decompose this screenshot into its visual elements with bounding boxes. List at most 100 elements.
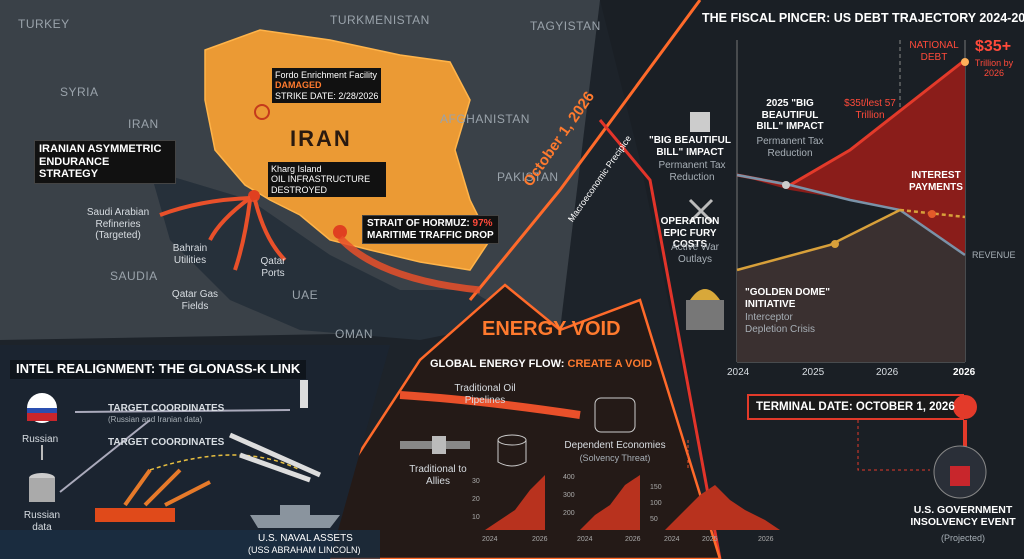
connector (59, 409, 291, 493)
point (961, 58, 969, 66)
dependent-label: Dependent Economies (564, 440, 666, 451)
signal-path (149, 454, 301, 471)
russian-data-label: Russian data (23, 510, 61, 533)
mini-tick: 2026 (758, 536, 774, 543)
mini-tick: 400 (563, 474, 575, 481)
mini-tick: 2024 (577, 536, 593, 543)
flag-stripe (27, 413, 57, 421)
bill-2025: 2025 "BIG BEAUTIFUL BILL" IMPACT (756, 98, 824, 132)
bill-2025-note: Permanent Tax Reduction (756, 136, 824, 159)
terminal-date: TERMINAL DATE: OCTOBER 1, 2026 (756, 401, 955, 413)
target-label: Qatar Ports (260, 256, 286, 279)
mini-tick: 2024 (482, 536, 498, 543)
strike-arrow (159, 196, 251, 217)
mini-tick: 50 (650, 516, 658, 523)
missile-icon (300, 380, 308, 408)
x-tick-label: 2026 (953, 367, 976, 378)
tank-icon (497, 440, 527, 467)
flag-stripe (27, 408, 57, 413)
country-label: TAGYISTAN (530, 19, 601, 33)
dome-icon (690, 289, 720, 300)
country-label: OMAN (335, 327, 373, 341)
interest-label: INTEREST PAYMENTS (909, 170, 963, 193)
fury-label: OPERATION EPIC FURY COSTS (660, 216, 720, 250)
divider (468, 0, 702, 301)
bill-note: Permanent Tax Reduction (658, 160, 726, 183)
oil-drum (432, 436, 446, 454)
interest-projection (899, 208, 966, 219)
mini-area (665, 485, 780, 530)
mini-tick: 10 (472, 514, 480, 521)
divider (598, 119, 722, 559)
mini-tick: 2026 (532, 536, 548, 543)
energy-title: ENERGY VOID (482, 318, 621, 340)
russian-label: Russian (22, 434, 59, 445)
mini-area (580, 475, 640, 530)
coords-label: TARGET COORDINATES (108, 403, 225, 414)
hormuz-subtitle: MARITIME TRAFFIC DROP (367, 229, 494, 241)
insolvency-event: U.S. GOVERNMENT INSOLVENCY EVENT (910, 504, 1016, 529)
target-label: Bahrain Utilities (172, 243, 208, 266)
kharg-marker (248, 190, 260, 202)
bill-label: "BIG BEAUTIFUL BILL" IMPACT (649, 135, 731, 158)
energy-mountain (288, 283, 722, 559)
revenue-label: REVENUE (972, 250, 1016, 260)
country-label: AFGHANISTAN (440, 112, 530, 126)
x-tick-label: 2026 (876, 367, 899, 378)
strike-arrow (233, 199, 252, 271)
coords-note: (Russian and Iranian data) (108, 415, 203, 424)
country-label: UAE (292, 288, 319, 302)
x-tick-label: 2024 (727, 367, 750, 378)
fury-note: Active War Outlays (671, 242, 719, 265)
country-label: IRAN (128, 117, 159, 131)
insolvency-note: (Projected) (940, 533, 985, 543)
iran-label: IRAN (290, 126, 352, 151)
mini-chart (485, 475, 780, 530)
flow-title: GLOBAL ENERGY FLOW: (430, 358, 565, 370)
interest-line (736, 208, 901, 272)
fordo-status: DAMAGED (275, 80, 322, 91)
dome-label: "GOLDEN DOME" INITIATIVE (745, 287, 831, 310)
fury-icon (688, 198, 714, 224)
kharg-name: Kharg Island (271, 164, 322, 174)
terminal-box (747, 394, 964, 420)
revenue-area (737, 210, 965, 362)
mini-tick: 150 (650, 484, 662, 491)
mini-area (485, 475, 545, 530)
hormuz-value: 97% (472, 218, 493, 229)
allies-label: Traditional to Allies (409, 464, 467, 487)
mini-tick: 20 (472, 496, 480, 503)
seal-shield (950, 466, 970, 486)
fordo-date: STRIKE DATE: 2/28/2026 (275, 90, 379, 101)
coords-label: TARGET COORDINATES (108, 437, 225, 448)
mini-tick: 2024 (664, 536, 680, 543)
strike-arrow (208, 196, 252, 241)
fiscal-title: THE FISCAL PINCER: US DEBT TRAJECTORY 20… (702, 11, 1024, 25)
mini-tick: 30 (472, 478, 480, 485)
target-label: Saudi Arabian Refineries (Targeted) (86, 207, 150, 241)
launcher-ship (95, 508, 175, 522)
kharg-status: OIL INFRASTRUCTURE DESTROYED (271, 174, 371, 195)
pipelines-label: Traditional Oil Pipelines (454, 383, 516, 406)
database-icon (29, 478, 55, 502)
point (831, 240, 839, 248)
country-label: TURKEY (18, 17, 70, 31)
missiles (228, 432, 322, 483)
flow-arrow (337, 235, 481, 294)
mini-tick: 300 (563, 492, 575, 499)
naval-label: U.S. NAVAL ASSETS (258, 533, 353, 544)
point (782, 181, 790, 189)
dependent-note: (Solvency Threat) (579, 453, 651, 463)
hormuz-title: STRAIT OF HORMUZ: (367, 218, 470, 229)
naval-note: (USS ABRAHAM LINCOLN) (248, 545, 361, 555)
pipeline-arrow (399, 391, 581, 419)
revenue-line (736, 173, 966, 257)
mini-tick: 2026 (625, 536, 641, 543)
fordo-name: Fordo Enrichment Facility (275, 70, 378, 80)
country-label: SYRIA (60, 85, 99, 99)
target-label: Qatar Gas Fields (171, 289, 219, 312)
connector (857, 420, 930, 471)
terminal-marker (953, 395, 977, 419)
